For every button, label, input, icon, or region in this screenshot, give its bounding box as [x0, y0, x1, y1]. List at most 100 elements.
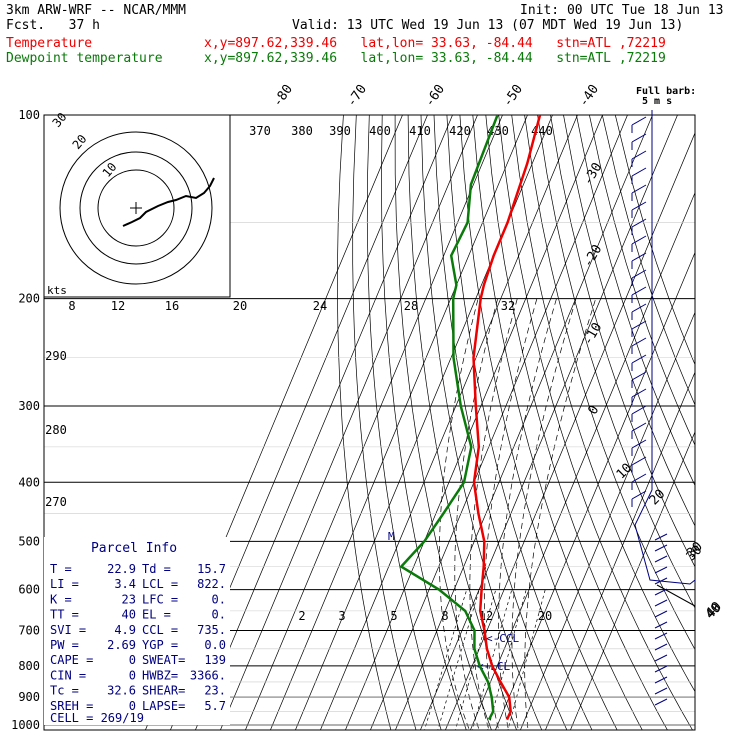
valid-time: Valid: 13 UTC Wed 19 Jun 13 (07 MDT Wed …: [292, 18, 684, 33]
wind-barb: [631, 286, 647, 296]
theta-label-290: 290: [45, 349, 67, 363]
hodograph-ring: [79, 151, 193, 265]
parcel-label-left: PW =: [50, 638, 79, 652]
isotherm-line: [295, 115, 553, 730]
parcel-label-left: SREH =: [50, 699, 93, 713]
plot-frame: [43, 114, 696, 731]
pressure-label-800: 800: [18, 659, 40, 673]
model-title: 3km ARW-WRF -- NCAR/MMM: [6, 3, 187, 18]
wind-barb-low: [654, 665, 668, 673]
mixing-ratio-label-8: 8: [441, 609, 448, 623]
hodograph-trace: [122, 177, 215, 227]
wind-barb: [631, 456, 647, 466]
isotherm-line: [570, 431, 695, 730]
theta-label-270: 270: [45, 495, 67, 509]
parcel-label-left: CIN =: [50, 668, 86, 682]
parcel-value-right: 735.: [197, 623, 226, 637]
parcel-label-left: TT =: [50, 608, 79, 622]
dry-adiabat: [485, 115, 668, 730]
wind-barb: [631, 269, 647, 279]
wind-barb-low: [654, 610, 668, 618]
parcel-value-right: 0.: [212, 608, 226, 622]
parcel-label-right: SHEAR=: [142, 684, 185, 698]
parcel-label-left: SVI =: [50, 623, 86, 637]
parcel-label-right: YGP =: [142, 638, 178, 652]
wind-barb-low: [654, 643, 668, 651]
parcel-value-right: 822.: [197, 577, 226, 591]
parcel-value-right: 15.7: [197, 562, 226, 576]
dry-adiabat: [337, 115, 392, 730]
moist-adiabat: [498, 298, 557, 730]
wind-barb: [631, 405, 647, 415]
wind-barb-low: [654, 599, 668, 607]
wind-barb: [631, 473, 647, 483]
theta-label-410: 410: [409, 124, 431, 138]
parcel-value-left: 23: [122, 592, 136, 606]
wind-barb: [631, 490, 647, 500]
wind-barb-low: [654, 621, 668, 629]
parcel-value-left: 0: [129, 653, 136, 667]
wind-barb-low: [654, 533, 668, 541]
parcel-value-right: 5.7: [204, 699, 226, 713]
theta-label-280: 280: [45, 423, 67, 437]
isotherm-label-0: 0: [586, 403, 603, 417]
temperature-line: [472, 115, 542, 721]
parcel-info-box: Parcel Info T = 22.9 Td = 15.7 LI = 3.4 LCL = 82…: [44, 537, 230, 725]
parcel-label-right: LCL =: [142, 577, 178, 591]
isotherm-label--40: -40: [576, 82, 602, 110]
wind-barb: [631, 303, 647, 313]
pressure-label-300: 300: [18, 399, 40, 413]
dry-adiabat: [407, 115, 517, 730]
init-time: Init: 00 UTC Tue 18 Jun 13: [520, 3, 724, 18]
wind-barb: [631, 422, 647, 432]
hodograph-ring: [97, 169, 175, 247]
dry-adiabat: [576, 115, 695, 487]
parcel-label-left: K =: [50, 592, 72, 606]
moist-adiabat: [484, 298, 538, 730]
wind-barb-low: [654, 676, 668, 684]
parcel-label-left: CAPE =: [50, 653, 93, 667]
dry-adiabat: [524, 115, 695, 651]
wind-barb: [631, 201, 647, 211]
wind-barb-low: [654, 588, 668, 596]
theta-label-390: 390: [329, 124, 351, 138]
parcel-label-left: Tc =: [50, 684, 79, 698]
wind-frame-edge: [656, 584, 696, 607]
wind-barb-low: [654, 632, 668, 640]
moist-adiabat-label-20: 20: [233, 299, 247, 313]
wind-barb: [631, 320, 647, 330]
moist-adiabat-label-32: 32: [501, 299, 515, 313]
wind-barb: [631, 235, 647, 245]
isotherm-label--20: -20: [581, 242, 606, 270]
isotherm-line: [520, 311, 695, 730]
pressure-label-900: 900: [18, 690, 40, 704]
moist-adiabat: [454, 298, 499, 730]
parcel-label-right: SWEAT=: [142, 653, 185, 667]
mixing-ratio-line: [454, 589, 497, 730]
dry-adiabat: [537, 115, 695, 609]
wind-barb-low: [654, 544, 668, 552]
parcel-value-right: 23.: [204, 684, 226, 698]
mixing-ratio-label-20: 20: [538, 609, 552, 623]
isotherm-line: [395, 115, 653, 730]
wind-barb: [631, 184, 647, 194]
isotherm-line: [470, 191, 695, 730]
parcel-label-right: Td =: [142, 562, 171, 576]
dry-adiabat: [589, 115, 695, 446]
wind-barb: [631, 439, 647, 449]
theta-label-400: 400: [369, 124, 391, 138]
forecast-hour: Fcst. 37 h: [6, 18, 100, 33]
hodograph-frame: [43, 114, 231, 298]
wind-barb: [631, 252, 647, 262]
moist-adiabat-label-28: 28: [404, 299, 418, 313]
hodograph-ring: [59, 131, 213, 285]
wind-barb: [631, 167, 647, 177]
isotherm-label--80: -80: [270, 82, 296, 110]
full-barb-speed: 5 m s: [642, 96, 672, 107]
pressure-label-200: 200: [18, 292, 40, 306]
dry-adiabat: [394, 115, 492, 730]
isotherm-line: [420, 115, 678, 730]
parcel-value-left: 22.9: [107, 562, 136, 576]
pressure-label-700: 700: [18, 624, 40, 638]
